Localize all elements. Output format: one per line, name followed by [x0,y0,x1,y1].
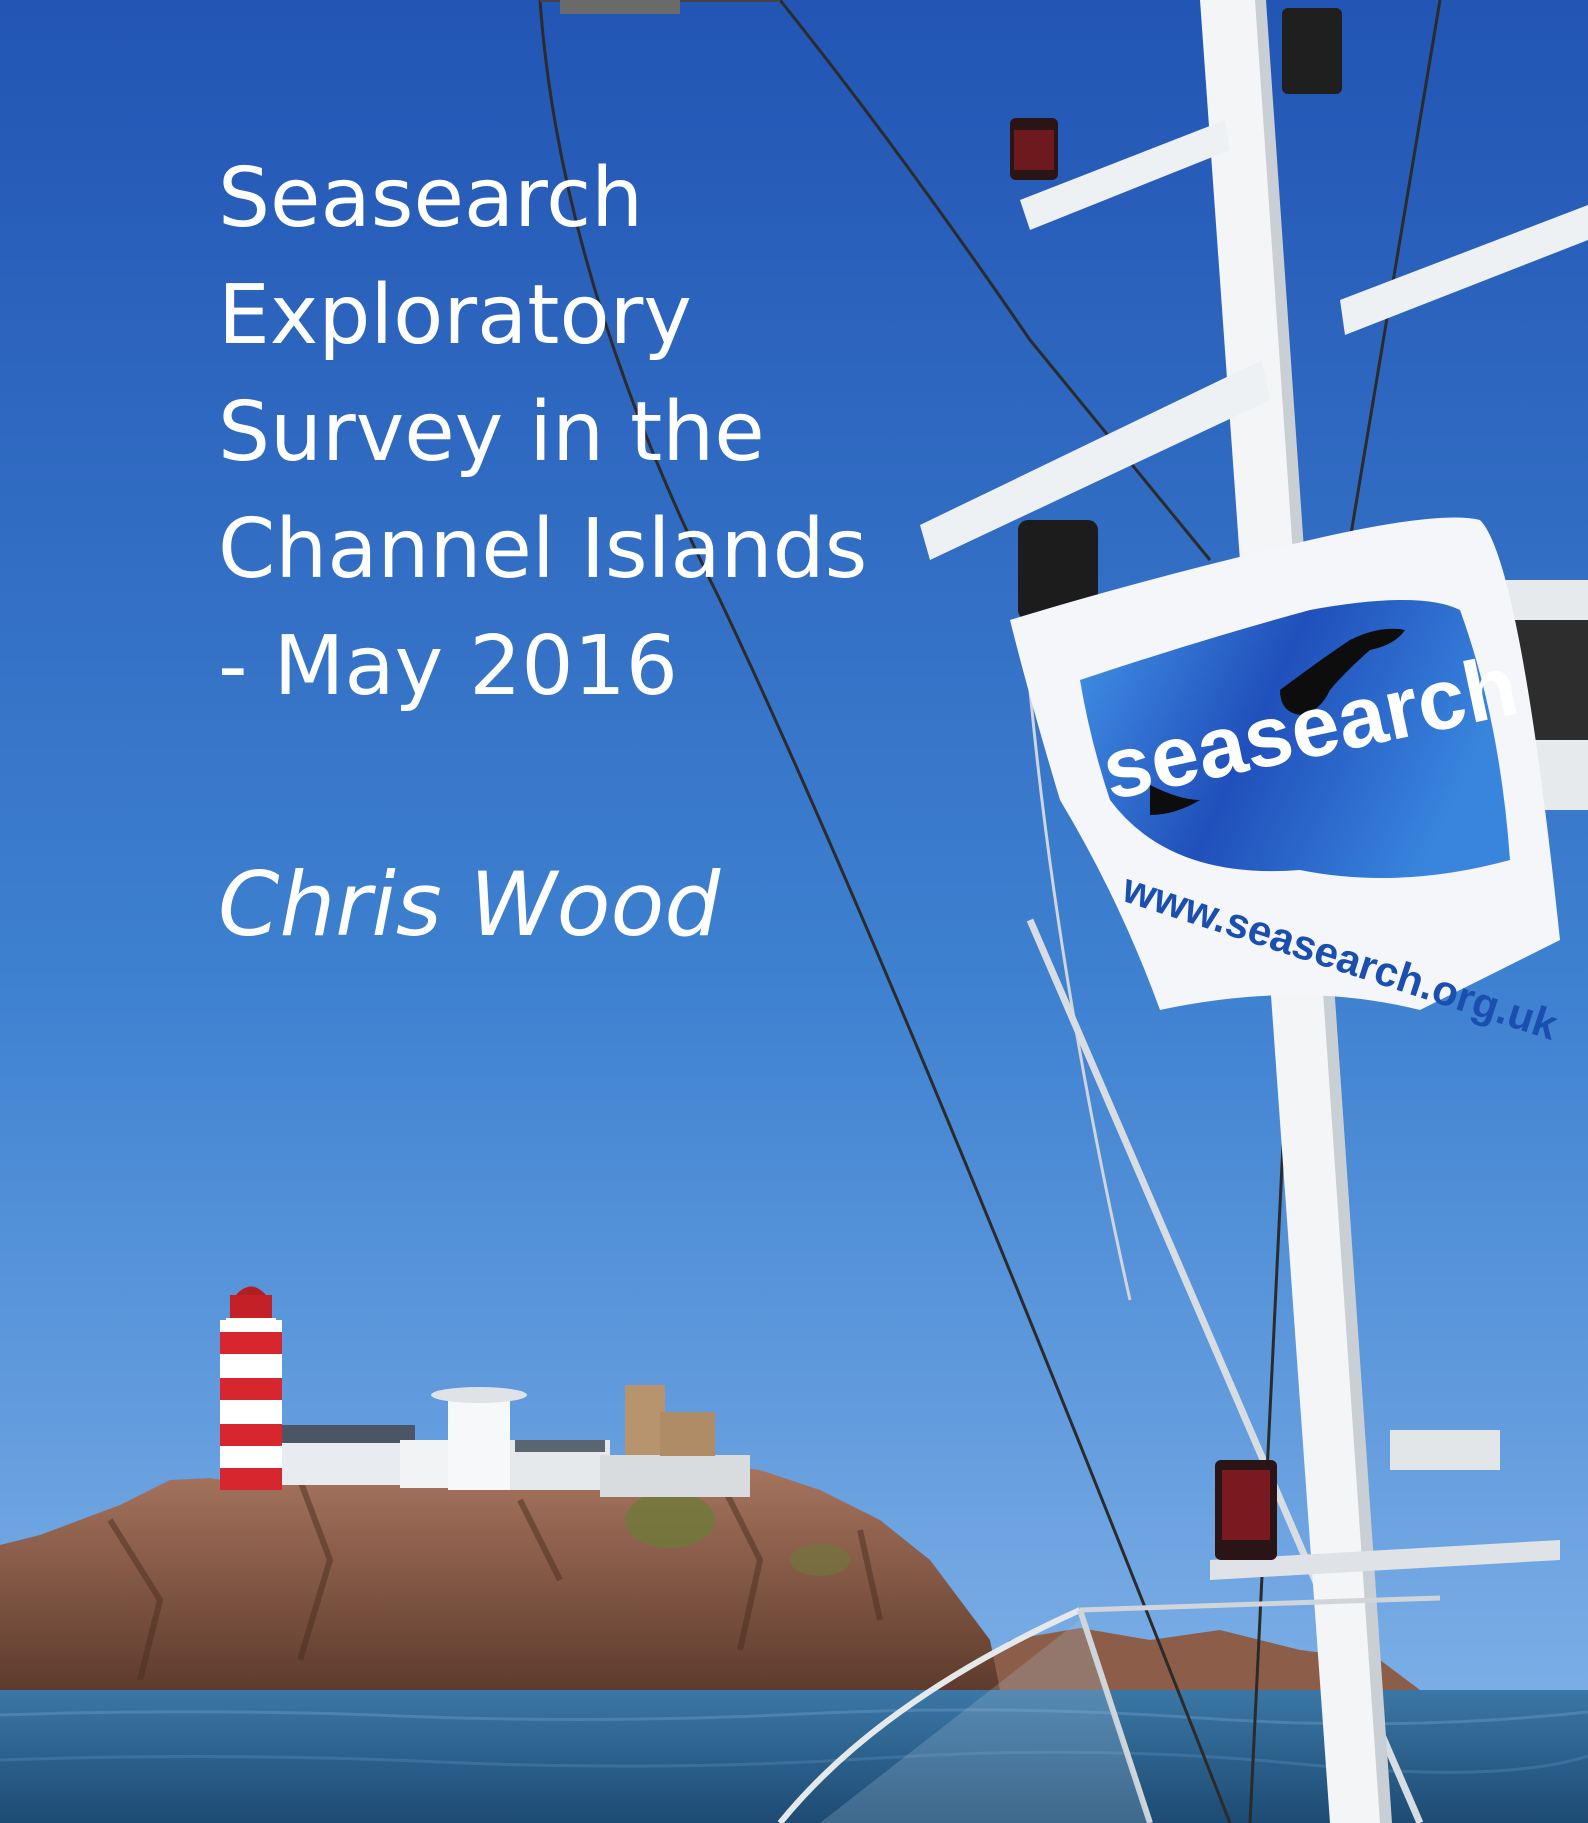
author-name: Chris Wood [218,853,721,956]
distant-rocks [960,1628,1420,1690]
title-line: Seasearch [218,151,644,246]
title-line: Survey in the [218,385,765,480]
seasearch-flag: seasearch www.seasearch.org.uk [1010,517,1564,1049]
diver-icon [1280,628,1405,715]
title-line: - May 2016 [218,619,678,714]
boat-railing [777,1595,1441,1823]
lighthouse-buildings [275,1385,750,1497]
title-line: Channel Islands [218,502,868,597]
title-line: Exploratory [218,268,692,363]
lighthouse [220,1286,282,1490]
island-rock [0,1462,1000,1690]
cover-title: Seasearch Exploratory Survey in the Chan… [218,140,867,725]
